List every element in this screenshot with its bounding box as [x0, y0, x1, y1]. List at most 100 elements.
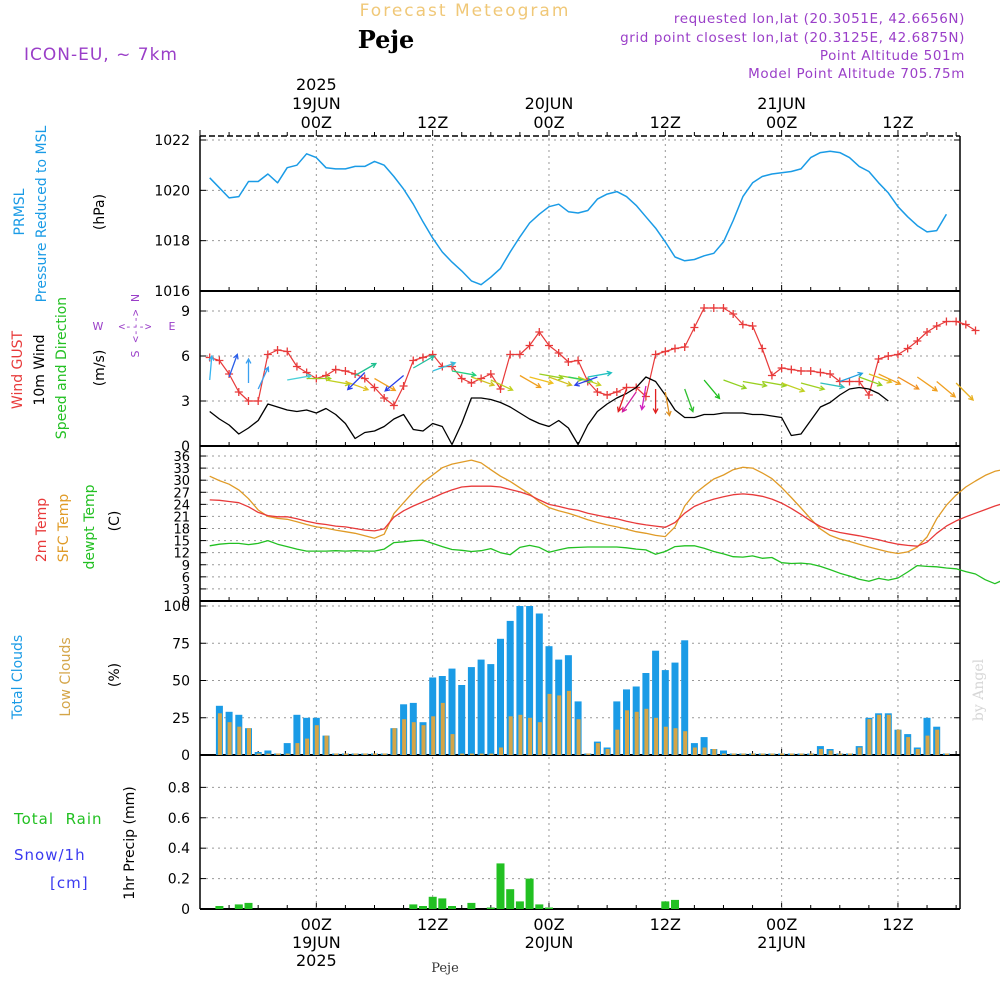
time-label-bottom: 12Z — [882, 915, 913, 934]
low-cloud-bar — [499, 747, 503, 755]
y-tick-label: 75 — [172, 636, 190, 652]
gust-point — [787, 365, 796, 374]
y-tick-label: 12 — [173, 547, 190, 562]
time-label-top: 12Z — [882, 113, 913, 132]
gust-point — [254, 397, 263, 405]
gust-point — [874, 355, 883, 363]
low-cloud-bar — [373, 753, 377, 755]
temp-unit: (C) — [107, 511, 123, 532]
low-cloud-bar — [402, 719, 407, 755]
low-cloud-bar — [809, 753, 814, 755]
low-cloud-bar — [547, 693, 552, 755]
rain-bar — [515, 901, 524, 909]
low-cloud-bar — [276, 753, 281, 755]
wind-direction-arrow — [587, 370, 613, 378]
gust-point — [331, 365, 340, 374]
gust-point — [360, 374, 369, 383]
compass-west: W — [93, 320, 104, 333]
total-cloud-bar — [264, 750, 272, 755]
pressure-unit: (hPa) — [92, 194, 108, 230]
y-tick-label: 15 — [173, 535, 190, 550]
time-label-top: 00Z — [766, 113, 797, 132]
low-cloud-bar — [518, 714, 523, 755]
gust-point — [719, 304, 728, 312]
low-cloud-bar — [314, 725, 319, 755]
total-cloud-bar — [487, 664, 495, 755]
gust-point — [767, 371, 776, 380]
gust-point — [574, 356, 583, 365]
y-tick-label: 1016 — [154, 284, 190, 300]
precip-label-snow: Snow/1h — [14, 846, 86, 864]
low-cloud-bar — [673, 728, 678, 755]
wind-direction-arrow — [490, 379, 514, 392]
gridpoint-coords: grid point closest lon,lat (20.3125E, 42… — [620, 30, 965, 46]
low-cloud-bar — [770, 753, 775, 755]
total-cloud-bar — [661, 670, 669, 755]
watermark: by Angel — [971, 658, 987, 721]
low-cloud-bar — [702, 747, 707, 755]
y-tick-label: 18 — [173, 523, 190, 538]
low-cloud-bar — [557, 695, 562, 755]
low-cloud-bar — [421, 725, 426, 755]
wind-label-10m: 10m Wind — [32, 334, 48, 405]
wind-label-gust: Wind GUST — [10, 330, 26, 409]
low-cloud-bar — [576, 719, 581, 755]
time-label-top: 12Z — [650, 113, 681, 132]
y-tick-label: 0.2 — [168, 872, 190, 888]
wind-direction-arrow — [703, 379, 721, 400]
wind-direction-arrow — [820, 382, 846, 390]
total-cloud-bar — [477, 659, 485, 755]
time-label-bottom: 00Z — [301, 915, 332, 934]
wind-direction-arrow — [639, 385, 647, 411]
wind-direction-arrow — [539, 373, 565, 381]
rain-bar — [661, 901, 670, 909]
total-cloud-bar — [681, 640, 689, 755]
low-cloud-bar — [605, 749, 610, 755]
gust-point — [506, 350, 515, 359]
clouds-panel: 0 25 50 75 100 — [163, 599, 961, 764]
wind-direction-arrow — [955, 382, 975, 401]
gust-point — [564, 358, 573, 366]
compass-arrow-horizontal: <---> — [118, 320, 151, 333]
gust-point — [399, 382, 408, 390]
y-tick-label: 0 — [181, 748, 190, 764]
pressure-label-desc: Pressure Reduced to MSL — [34, 125, 50, 302]
gust-point — [389, 401, 398, 410]
y-tick-label: 3 — [182, 583, 190, 598]
low-cloud-bar — [625, 710, 629, 755]
compass-south: S — [129, 350, 142, 357]
low-cloud-bar — [692, 747, 697, 755]
point-altitude: Point Altitude 501m — [820, 48, 965, 64]
gust-point — [816, 368, 825, 377]
wind-direction-arrow — [432, 361, 457, 372]
wind-direction-arrow — [384, 375, 405, 392]
wind-direction-arrow — [412, 355, 436, 369]
gust-point — [884, 352, 893, 360]
time-label-bottom: 21JUN — [757, 933, 806, 952]
wind-direction-arrow — [577, 376, 602, 387]
model-altitude: Model Point Altitude 705.75m — [748, 66, 965, 82]
y-tick-label: 3 — [181, 394, 190, 410]
gust-point — [380, 394, 389, 402]
precip-panel: 0 0.2 0.4 0.6 0.8 — [168, 755, 961, 918]
wind-direction-arrow — [664, 391, 672, 417]
low-cloud-bar — [595, 743, 600, 755]
time-label-top: 12Z — [417, 113, 448, 132]
gust-point — [641, 392, 650, 401]
wind-direction-arrow — [858, 376, 883, 387]
low-cloud-bar — [615, 729, 620, 755]
gust-point — [690, 323, 699, 332]
total-cloud-bar — [700, 737, 708, 755]
total-cloud-bar — [448, 668, 456, 755]
gust-point — [593, 388, 602, 396]
low-cloud-bar — [906, 737, 911, 755]
wind-direction-arrow — [374, 377, 397, 392]
footer-location: Peje — [431, 961, 459, 976]
gust-point — [864, 391, 873, 399]
y-tick-label: 0 — [181, 902, 190, 918]
low-cloud-bar — [838, 753, 843, 755]
low-cloud-bar — [586, 753, 591, 755]
total-cloud-bar — [613, 701, 621, 755]
wind-direction-arrow — [742, 380, 768, 388]
